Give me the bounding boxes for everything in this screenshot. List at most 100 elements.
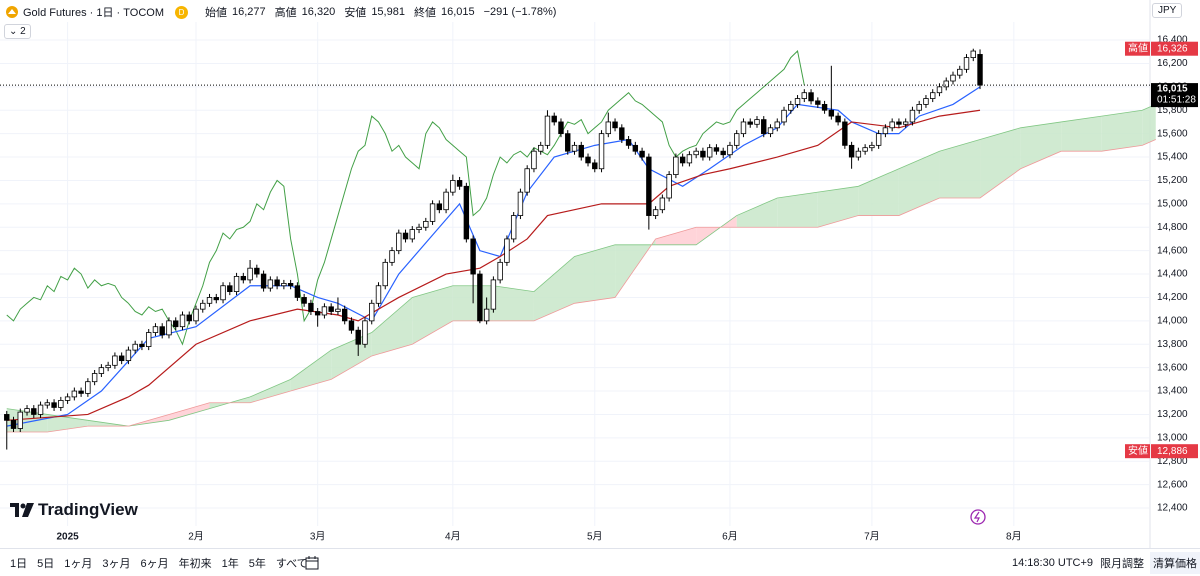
candle-body (166, 320, 172, 336)
low-value-label: 12,886 (1157, 446, 1188, 457)
currency[interactable]: JPY (1152, 3, 1183, 18)
span-b-line (6, 139, 1156, 433)
candle-body (875, 133, 882, 146)
candle-body (821, 104, 828, 111)
cloud-segment (1142, 104, 1156, 146)
cloud-segment (980, 127, 1021, 198)
candle-body (362, 320, 368, 345)
candle-body (301, 297, 307, 304)
high-badge (1151, 41, 1198, 56)
high-value: 16,320 (301, 6, 336, 18)
candle-body (308, 302, 314, 312)
symbol[interactable]: Gold Futures · 1日 · TOCOM (23, 7, 164, 19)
candle-body (125, 349, 132, 362)
span-a-line (6, 104, 1156, 427)
settlement-button[interactable]: 清算価格 (1150, 552, 1200, 574)
y-tick-label: 13,000 (1157, 432, 1188, 443)
candle-body (646, 156, 652, 216)
range-button[interactable]: 6ヶ月 (140, 558, 169, 570)
cloud-segment (371, 297, 413, 356)
candle-body (85, 381, 91, 394)
candle-body (382, 261, 388, 287)
y-tick-label: 13,800 (1157, 339, 1188, 350)
cloud-segment (1101, 110, 1143, 152)
candle-body (274, 279, 280, 287)
cloud-segment (736, 198, 778, 228)
candle-body (341, 308, 348, 322)
range-button[interactable]: すべて (275, 558, 308, 570)
candle-body (943, 80, 949, 88)
high-tag-label: 高値 (1128, 41, 1148, 54)
cloud-segment (533, 256, 575, 321)
candle-body (916, 104, 922, 111)
x-tick-label: 7月 (864, 531, 880, 543)
candle-body (463, 185, 470, 240)
range-button[interactable]: 1年 (221, 558, 239, 570)
candle-body (213, 297, 219, 301)
candle-body (781, 109, 787, 123)
candle-body (186, 314, 192, 322)
candle-body (788, 104, 794, 111)
lagging-span (6, 50, 805, 346)
y-tick-label: 14,400 (1157, 269, 1188, 280)
badge: D (175, 5, 188, 19)
last-price-badge (1151, 83, 1198, 108)
candle-body (71, 390, 78, 398)
range-button[interactable]: 5日 (37, 558, 55, 570)
high-value-label: 16,326 (1157, 43, 1188, 54)
candle-body (619, 127, 625, 140)
candle-body (159, 326, 165, 336)
candle-body (31, 408, 37, 415)
close-label: 終値 (413, 7, 436, 19)
candle-body (531, 150, 537, 170)
event-icon[interactable] (970, 509, 986, 525)
candle-body (673, 156, 679, 176)
candle-body (706, 147, 713, 158)
candle-body (740, 121, 747, 135)
calendar-icon[interactable] (304, 555, 320, 571)
candle-body (950, 74, 956, 82)
y-tick-label: 15,000 (1157, 198, 1188, 209)
candle-body (267, 279, 274, 289)
x-tick-label: 4月 (445, 531, 461, 543)
candle-body (44, 402, 51, 406)
candle-body (78, 390, 84, 394)
adjust-button[interactable]: 限月調整 (1100, 558, 1144, 570)
cloud-segment (412, 285, 453, 345)
candle-body (747, 121, 753, 125)
candle-body (652, 209, 659, 216)
candle-body (902, 121, 909, 125)
candle-body (524, 168, 530, 193)
range-button[interactable]: 3ヶ月 (102, 558, 131, 570)
candle-body (416, 226, 422, 230)
range-button[interactable]: 年初来 (178, 558, 212, 570)
footer: 1日 5日 1ヶ月 3ヶ月 6ヶ月 年初来 1年 5年 すべて 14:18:30 UTC+9 限… (0, 548, 1200, 576)
candle-body (490, 279, 497, 310)
range-button[interactable]: 5年 (248, 558, 266, 570)
candle-body (592, 162, 598, 170)
candle-body (497, 261, 503, 281)
range-button[interactable]: 1ヶ月 (64, 558, 93, 570)
candle-body (91, 373, 98, 383)
candle-body (193, 308, 199, 322)
y-tick-label: 15,400 (1157, 152, 1188, 163)
logo-icon (10, 503, 34, 517)
candle-body (375, 285, 382, 304)
open-value: 16,277 (232, 6, 266, 18)
candle-body (504, 238, 510, 263)
candle-body (220, 285, 226, 301)
candle-body (659, 197, 666, 211)
candle-body (565, 133, 571, 152)
candle-body (761, 119, 767, 135)
candle-body (179, 314, 186, 328)
range-button[interactable]: 1日 (10, 558, 28, 570)
open-label: 始値 (205, 7, 227, 19)
cloud-segment (493, 285, 534, 321)
y-tick-label: 13,200 (1157, 409, 1188, 420)
indicator-toggle[interactable]: ⌄ 2 (4, 24, 31, 39)
cloud-segment (574, 244, 616, 304)
candle-body (835, 115, 841, 123)
candle-body (848, 144, 855, 158)
candle-body (470, 238, 476, 275)
